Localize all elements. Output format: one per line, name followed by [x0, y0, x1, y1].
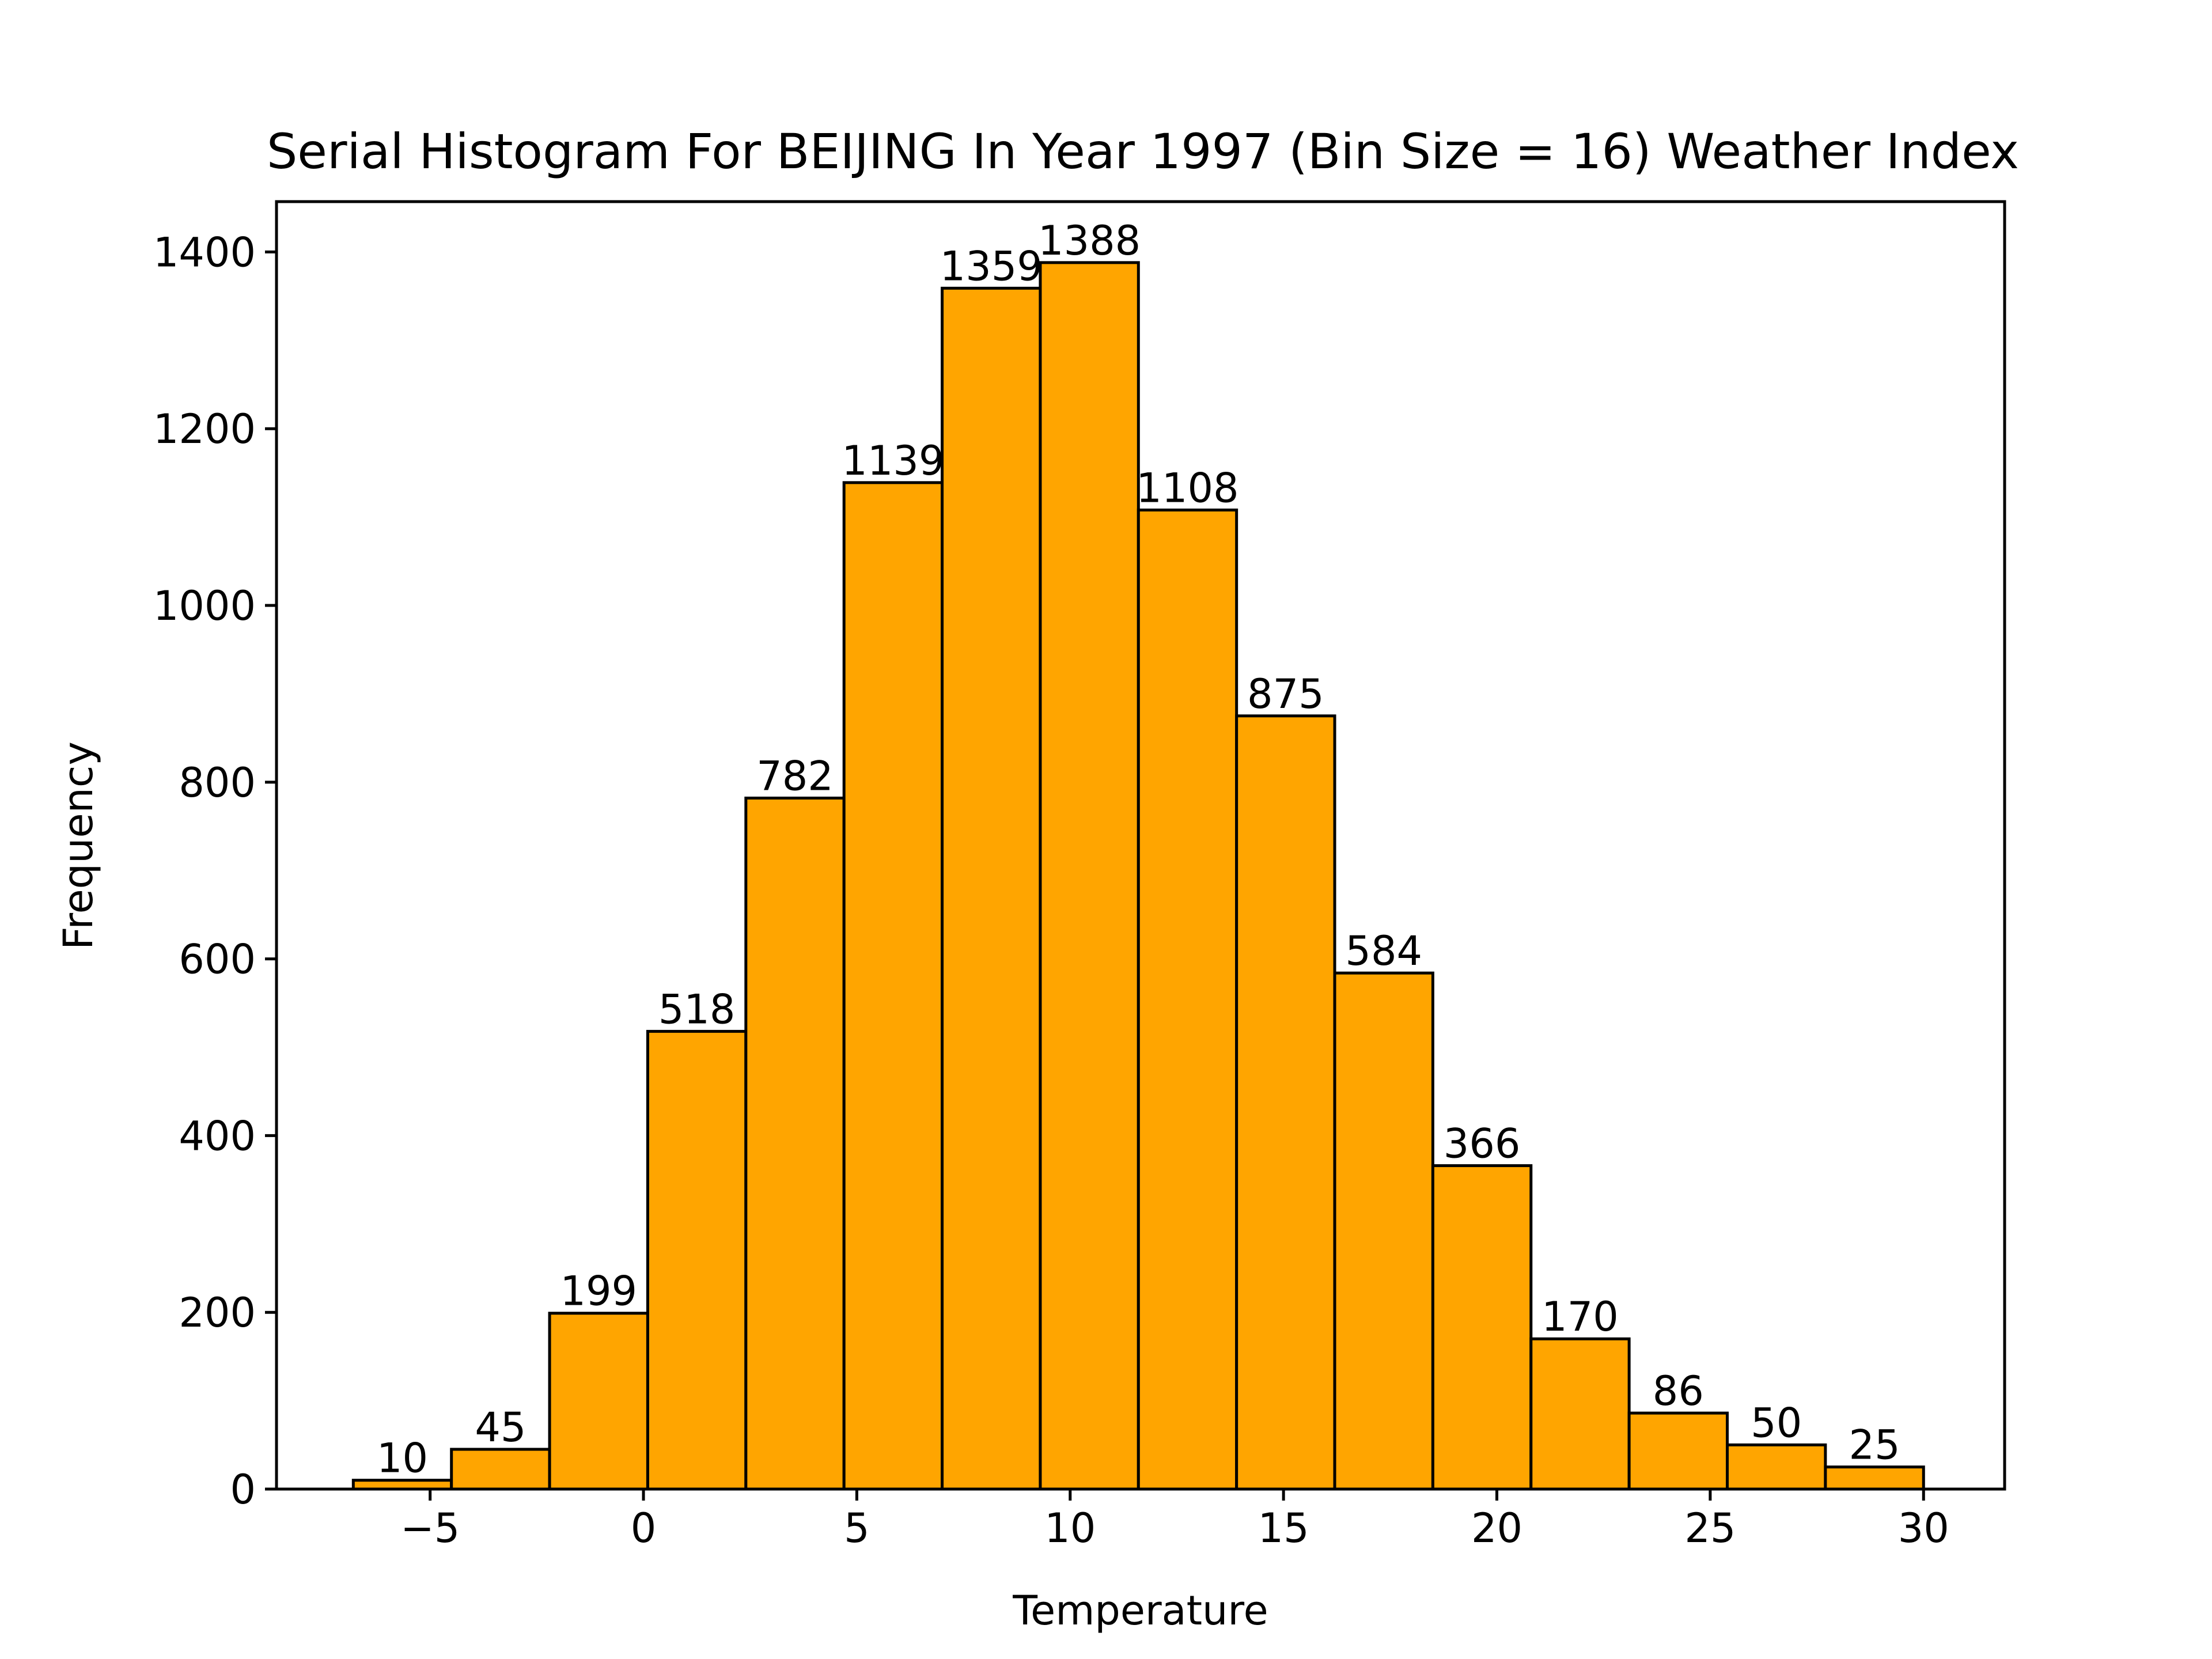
y-axis-ticks: 0 200 400 600 800 1000 1200 1400	[153, 229, 276, 1513]
x-tick-label: 0	[631, 1505, 657, 1552]
histogram-bar	[1333, 971, 1434, 1491]
x-tick-label: 15	[1258, 1505, 1309, 1552]
y-tick-label: 0	[230, 1466, 256, 1513]
bar-value-label: 1359	[940, 243, 1043, 290]
chart-title: Serial Histogram For BEIJING In Year 199…	[267, 123, 2019, 180]
x-tick-label: 25	[1684, 1505, 1736, 1552]
x-tick-label: −5	[400, 1505, 460, 1552]
x-axis-ticks: −5 0 5 10 15 20 25 30	[400, 1489, 1949, 1552]
bar-value-label: 1139	[842, 437, 944, 484]
histogram-bar	[1235, 714, 1336, 1491]
bar-value-label: 10	[377, 1435, 428, 1482]
histogram-bar	[1529, 1337, 1631, 1491]
histogram-bar	[941, 286, 1042, 1491]
histogram-bar	[646, 1029, 748, 1491]
y-tick-label: 200	[179, 1289, 256, 1336]
histogram-bar	[1824, 1465, 1925, 1491]
bar-value-label: 1108	[1136, 464, 1238, 512]
x-tick-label: 30	[1898, 1505, 1949, 1552]
bars-group	[351, 261, 1925, 1491]
y-axis-label: Frequency	[55, 741, 102, 950]
y-tick-label: 1400	[153, 229, 256, 276]
histogram-bar	[1726, 1443, 1827, 1491]
x-tick-label: 10	[1044, 1505, 1096, 1552]
histogram-bar	[450, 1448, 551, 1491]
histogram-bar	[1137, 508, 1238, 1491]
x-tick-label: 5	[844, 1505, 870, 1552]
bar-value-label: 45	[475, 1404, 526, 1451]
histogram-bar	[548, 1312, 649, 1491]
bar-value-label: 584	[1345, 927, 1422, 975]
bar-value-label: 199	[560, 1268, 637, 1315]
bar-value-label: 875	[1247, 671, 1324, 718]
x-axis-label: Temperature	[1012, 1587, 1268, 1634]
bar-value-label: 50	[1751, 1399, 1802, 1446]
histogram-bar	[744, 796, 846, 1491]
bar-value-label: 782	[756, 752, 834, 800]
x-tick-label: 20	[1471, 1505, 1522, 1552]
bar-value-label: 518	[658, 986, 736, 1033]
y-tick-label: 600	[179, 936, 256, 983]
histogram-bar	[1431, 1164, 1533, 1491]
plot-area-frame	[275, 200, 2006, 1491]
bar-value-label: 1388	[1038, 217, 1141, 264]
histogram-bar	[1627, 1411, 1729, 1491]
bar-value-label: 170	[1541, 1293, 1619, 1340]
bar-value-label: 366	[1444, 1120, 1521, 1168]
bar-value-label: 86	[1653, 1368, 1704, 1415]
y-tick-label: 400	[179, 1112, 256, 1160]
y-tick-label: 800	[179, 759, 256, 806]
y-tick-label: 1000	[153, 582, 256, 630]
histogram-bar	[842, 481, 944, 1491]
bar-value-label: 25	[1849, 1422, 1900, 1469]
histogram-bar	[1039, 261, 1140, 1491]
y-tick-label: 1200	[153, 406, 256, 453]
